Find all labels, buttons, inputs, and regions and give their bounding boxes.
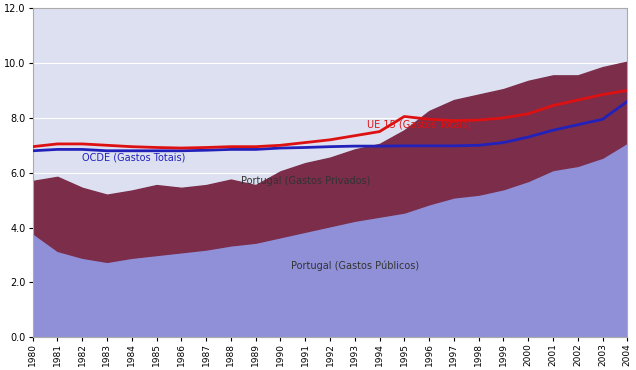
Text: OCDE (Gastos Totais): OCDE (Gastos Totais) — [82, 153, 186, 163]
Text: UE 15 (Gastos Totais): UE 15 (Gastos Totais) — [367, 120, 471, 130]
Text: Portugal (Gastos Públicos): Portugal (Gastos Públicos) — [291, 261, 419, 271]
Text: Portugal (Gastos Privados): Portugal (Gastos Privados) — [240, 176, 370, 186]
